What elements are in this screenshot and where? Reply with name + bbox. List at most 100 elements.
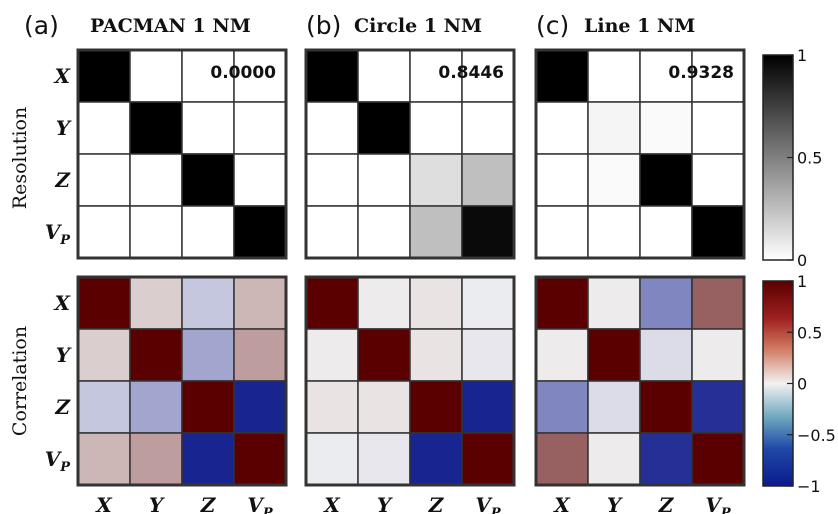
cell-Z-VP bbox=[691, 380, 745, 434]
col-tick-label: X bbox=[322, 493, 341, 514]
col-tick-label: Y bbox=[377, 493, 393, 514]
cell-Y-VP bbox=[233, 328, 287, 382]
cell-Y-Y bbox=[357, 101, 411, 155]
cell-X-X bbox=[305, 276, 359, 330]
col-tick-label: Z bbox=[658, 493, 675, 514]
colorbar-tick-label: 1 bbox=[797, 46, 807, 65]
cell-Y-Z bbox=[639, 101, 693, 155]
cell-Y-VP bbox=[691, 328, 745, 382]
row-tick-label: VP bbox=[45, 447, 72, 475]
row-label-correlation: Correlation bbox=[9, 326, 31, 436]
cell-VP-Z bbox=[409, 432, 463, 486]
cell-Y-Z bbox=[181, 101, 235, 155]
row-tick-label: X bbox=[52, 291, 71, 315]
cell-VP-X bbox=[305, 205, 359, 259]
cell-Z-VP bbox=[461, 153, 515, 207]
cell-X-VP bbox=[691, 276, 745, 330]
cell-VP-VP bbox=[461, 205, 515, 259]
heatmap-frame bbox=[76, 275, 288, 487]
cell-X-Y bbox=[357, 276, 411, 330]
cell-Z-X bbox=[77, 380, 131, 434]
panel-letter-c: (c) bbox=[536, 11, 569, 40]
cell-Z-Z bbox=[181, 380, 235, 434]
col-tick-label: VP bbox=[475, 493, 502, 514]
heatmap-frame bbox=[534, 275, 746, 487]
cell-Z-Z bbox=[181, 153, 235, 207]
colorbar-resolution: 10.50 bbox=[762, 46, 822, 270]
panel-letter-a: (a) bbox=[24, 11, 59, 40]
cell-VP-X bbox=[77, 205, 131, 259]
cell-Y-Y bbox=[129, 328, 183, 382]
cell-VP-Y bbox=[357, 205, 411, 259]
cell-VP-X bbox=[535, 432, 589, 486]
row-label-resolution: Resolution bbox=[9, 107, 31, 209]
heatmap-correlation-a bbox=[76, 275, 288, 487]
heatmap-frame bbox=[304, 48, 516, 260]
cell-X-X bbox=[535, 49, 589, 103]
cell-X-X bbox=[535, 276, 589, 330]
cell-Z-X bbox=[535, 380, 589, 434]
cell-Y-Z bbox=[409, 101, 463, 155]
row-tick-label: Z bbox=[54, 395, 71, 419]
cell-VP-Z bbox=[639, 432, 693, 486]
cell-VP-X bbox=[535, 205, 589, 259]
colorbar-tick-label: 0 bbox=[797, 251, 807, 270]
col-tick-label: Y bbox=[149, 493, 165, 514]
panel-value-b: 0.8446 bbox=[438, 63, 504, 83]
cell-X-Y bbox=[587, 276, 641, 330]
cell-X-Y bbox=[129, 49, 183, 103]
row-tick-label: X bbox=[52, 64, 71, 88]
col-tick-label: X bbox=[94, 493, 113, 514]
cell-Y-Z bbox=[409, 328, 463, 382]
cell-Z-X bbox=[305, 380, 359, 434]
cell-X-Y bbox=[129, 276, 183, 330]
colorbar-tick-label: −1 bbox=[797, 477, 821, 496]
heatmap-resolution-c: 0.9328 bbox=[534, 48, 746, 260]
heatmap-frame bbox=[534, 48, 746, 260]
cell-VP-Y bbox=[587, 205, 641, 259]
cell-X-Z bbox=[409, 276, 463, 330]
cell-Y-X bbox=[535, 328, 589, 382]
heatmap-resolution-b: 0.8446 bbox=[304, 48, 516, 260]
cell-Y-X bbox=[305, 101, 359, 155]
cell-X-VP bbox=[233, 276, 287, 330]
cell-X-VP bbox=[461, 276, 515, 330]
cell-Y-Y bbox=[357, 328, 411, 382]
cell-VP-X bbox=[305, 432, 359, 486]
cell-Y-Y bbox=[587, 101, 641, 155]
row-tick-label: Y bbox=[56, 343, 72, 367]
col-tick-label: Z bbox=[200, 493, 217, 514]
cell-Z-VP bbox=[691, 153, 745, 207]
colorbar-tick-label: 1 bbox=[797, 272, 807, 291]
cell-Z-Y bbox=[587, 153, 641, 207]
cell-Y-X bbox=[77, 328, 131, 382]
cell-Z-X bbox=[535, 153, 589, 207]
cell-Y-X bbox=[305, 328, 359, 382]
cell-Z-X bbox=[77, 153, 131, 207]
cell-Y-VP bbox=[691, 101, 745, 155]
row-tick-label: VP bbox=[45, 220, 72, 248]
heatmap-frame bbox=[76, 48, 288, 260]
colorbar-tick-label: 0.5 bbox=[797, 323, 822, 342]
cell-Y-Z bbox=[639, 328, 693, 382]
cell-VP-Y bbox=[129, 205, 183, 259]
cell-VP-VP bbox=[461, 432, 515, 486]
cell-X-X bbox=[305, 49, 359, 103]
row-tick-label: Z bbox=[54, 168, 71, 192]
cell-X-Z bbox=[181, 276, 235, 330]
cell-VP-VP bbox=[233, 432, 287, 486]
cell-VP-VP bbox=[691, 432, 745, 486]
panel-value-a: 0.0000 bbox=[210, 63, 276, 83]
cell-Y-Y bbox=[587, 328, 641, 382]
col-tick-label: X bbox=[552, 493, 571, 514]
cell-X-VP bbox=[691, 49, 745, 103]
cell-VP-X bbox=[77, 432, 131, 486]
cell-VP-VP bbox=[691, 205, 745, 259]
panel-title-c: Line 1 NM bbox=[584, 15, 695, 37]
heatmap-frame bbox=[304, 275, 516, 487]
colorbar-tick-label: 0 bbox=[797, 375, 807, 394]
row-tick-label: Y bbox=[56, 116, 72, 140]
cell-VP-Z bbox=[409, 205, 463, 259]
cell-VP-VP bbox=[233, 205, 287, 259]
cell-X-X bbox=[77, 49, 131, 103]
